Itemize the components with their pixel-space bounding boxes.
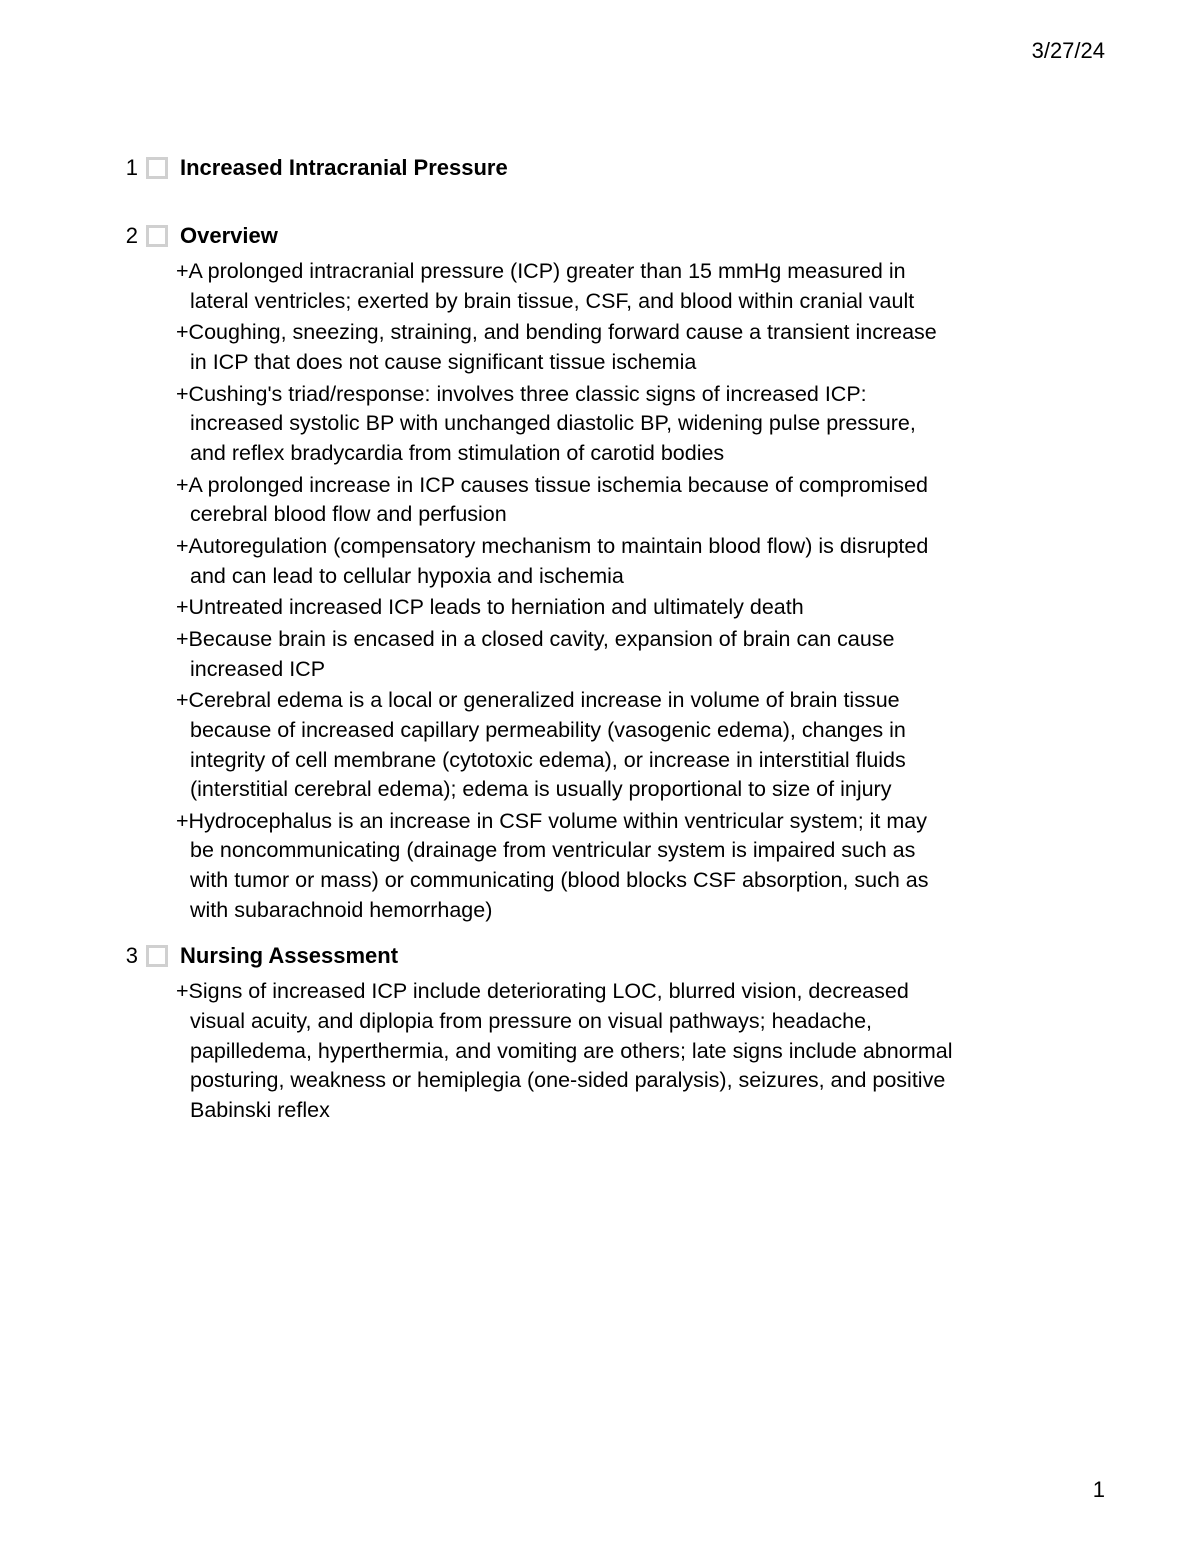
bullet-item: +Untreated increased ICP leads to hernia… bbox=[176, 593, 956, 623]
section-2: 2 Overview +A prolonged intracranial pre… bbox=[120, 223, 1085, 925]
bullet-item: +A prolonged intracranial pressure (ICP)… bbox=[176, 257, 956, 316]
section-1: 1 Increased Intracranial Pressure bbox=[120, 155, 1085, 181]
section-bullets: +A prolonged intracranial pressure (ICP)… bbox=[176, 257, 1085, 925]
section-number: 3 bbox=[120, 943, 138, 969]
page-number: 1 bbox=[1093, 1477, 1105, 1503]
section-title: Increased Intracranial Pressure bbox=[180, 155, 508, 181]
bullet-item: +Signs of increased ICP include deterior… bbox=[176, 977, 956, 1125]
section-bullets: +Signs of increased ICP include deterior… bbox=[176, 977, 1085, 1125]
bullet-item: +Cerebral edema is a local or generalize… bbox=[176, 686, 956, 805]
bullet-item: +A prolonged increase in ICP causes tiss… bbox=[176, 471, 956, 530]
bullet-item: +Autoregulation (compensatory mechanism … bbox=[176, 532, 956, 591]
section-title: Nursing Assessment bbox=[180, 943, 398, 969]
bullet-item: +Hydrocephalus is an increase in CSF vol… bbox=[176, 807, 956, 926]
document-content: 1 Increased Intracranial Pressure 2 Over… bbox=[120, 155, 1085, 1168]
date-header: 3/27/24 bbox=[1032, 38, 1105, 64]
section-header: 3 Nursing Assessment bbox=[120, 943, 1085, 969]
checkbox-icon bbox=[146, 945, 168, 967]
section-header: 1 Increased Intracranial Pressure bbox=[120, 155, 1085, 181]
bullet-item: +Coughing, sneezing, straining, and bend… bbox=[176, 318, 956, 377]
section-title: Overview bbox=[180, 223, 278, 249]
checkbox-icon bbox=[146, 157, 168, 179]
bullet-item: +Cushing's triad/response: involves thre… bbox=[176, 380, 956, 469]
bullet-item: +Because brain is encased in a closed ca… bbox=[176, 625, 956, 684]
checkbox-icon bbox=[146, 225, 168, 247]
section-number: 1 bbox=[120, 155, 138, 181]
section-number: 2 bbox=[120, 223, 138, 249]
section-header: 2 Overview bbox=[120, 223, 1085, 249]
section-3: 3 Nursing Assessment +Signs of increased… bbox=[120, 943, 1085, 1125]
